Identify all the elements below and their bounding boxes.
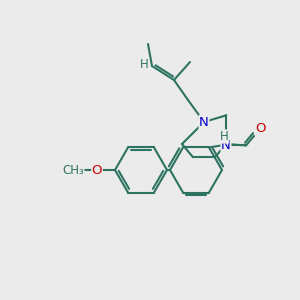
Text: N: N [221, 139, 231, 152]
Text: H: H [140, 58, 148, 70]
Text: H: H [220, 130, 228, 143]
Text: CH₃: CH₃ [62, 164, 84, 176]
Text: O: O [92, 164, 102, 176]
Text: O: O [255, 122, 265, 135]
Text: N: N [199, 116, 209, 128]
